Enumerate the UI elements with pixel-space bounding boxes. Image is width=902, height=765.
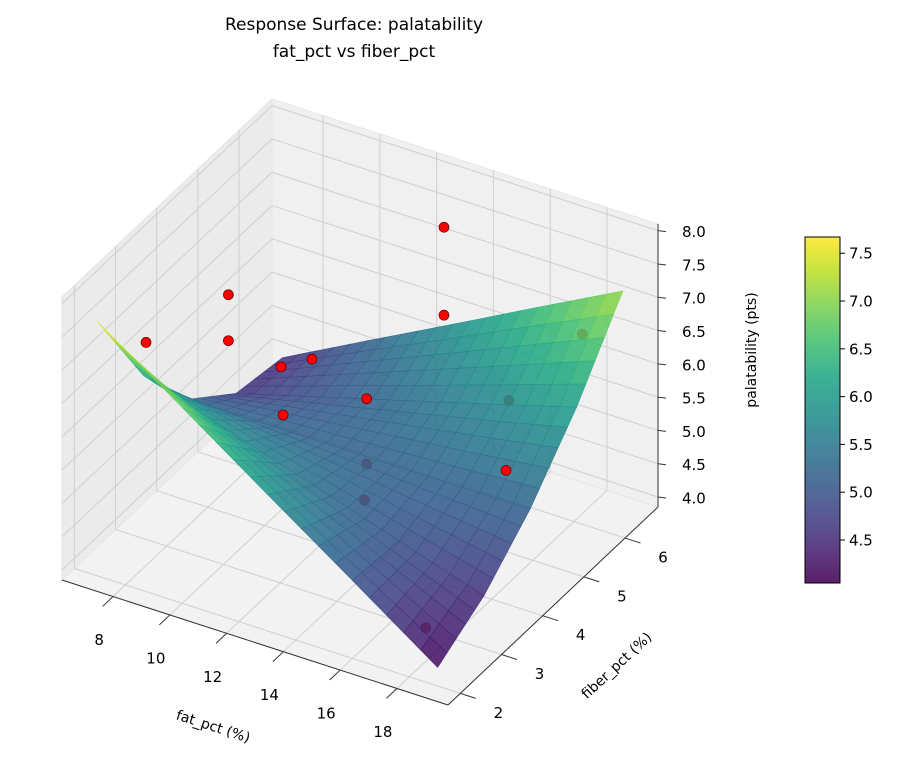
y-tick-label: 6 xyxy=(658,549,668,567)
x-tick-label: 14 xyxy=(260,686,279,704)
grid-line xyxy=(61,238,273,438)
y-tick xyxy=(542,615,559,622)
colorbar-tick-label: 5.5 xyxy=(849,436,873,454)
colorbar-tick-label: 6.0 xyxy=(849,388,873,406)
y-tick xyxy=(624,537,641,544)
x-tick xyxy=(272,651,284,662)
x-tick xyxy=(329,669,341,681)
x-tick xyxy=(102,596,114,607)
data-point xyxy=(223,335,234,347)
y-tick-label: 5 xyxy=(617,587,627,605)
y-tick xyxy=(460,692,476,699)
z-tick-label: 6.5 xyxy=(682,323,706,341)
y-tick xyxy=(583,576,600,583)
z-tick xyxy=(657,396,667,399)
axes: 8 10 12 14 16 18 2 3 4 5 6 4.0 4.5 5.0 5.5 6.0 6.5 7.0 7.5… xyxy=(61,223,706,741)
grid-line xyxy=(271,105,659,232)
z-tick xyxy=(657,429,667,432)
y-axis-line xyxy=(447,506,659,706)
z-tick-label: 7.5 xyxy=(682,256,706,274)
colorbar-tick-label: 7.5 xyxy=(849,245,873,263)
points-above xyxy=(140,221,512,476)
grid-line xyxy=(61,271,273,471)
z-tick xyxy=(657,363,667,366)
grid-line xyxy=(61,305,273,504)
x-tick xyxy=(386,688,398,699)
x-tick xyxy=(215,632,227,644)
grid-line xyxy=(61,138,273,338)
z-tick-label: 6.0 xyxy=(682,356,706,374)
z-tick xyxy=(657,463,667,466)
y-tick-label: 2 xyxy=(494,704,504,722)
z-tick-label: 5.0 xyxy=(682,423,706,441)
z-tick xyxy=(657,230,667,233)
colorbar-tick-label: 5.0 xyxy=(849,484,873,502)
z-tick-label: 4.0 xyxy=(682,490,706,508)
colorbar-tick-label: 4.5 xyxy=(849,531,873,549)
colorbar-tick-label: 6.5 xyxy=(849,340,873,358)
y-tick-label: 3 xyxy=(535,665,545,683)
data-point xyxy=(140,337,152,348)
data-point xyxy=(306,353,318,365)
grid-line xyxy=(74,567,461,694)
data-point xyxy=(438,309,450,321)
x-axis-label: fat_pct (%) xyxy=(174,708,252,747)
surface-patch xyxy=(420,636,448,668)
y-tick-label: 4 xyxy=(576,626,586,644)
colorbar-gradient xyxy=(804,236,841,584)
x-tick-label: 8 xyxy=(94,631,104,649)
grid-line xyxy=(61,338,273,538)
grid-line xyxy=(61,105,273,305)
surface xyxy=(96,290,624,668)
z-tick-label: 8.0 xyxy=(682,223,706,241)
x-tick-label: 10 xyxy=(146,649,165,667)
grid-line xyxy=(61,171,273,371)
data-point xyxy=(500,465,512,476)
z-tick xyxy=(657,296,667,299)
z-tick-label: 5.5 xyxy=(682,390,706,408)
z-tick-label: 4.5 xyxy=(682,456,706,474)
grid-line xyxy=(61,205,273,404)
data-point xyxy=(275,361,287,373)
y-axis-label: fiber_pct (%) xyxy=(579,630,656,703)
x-tick-label: 16 xyxy=(317,705,336,723)
colorbar: 4.5 5.0 5.5 6.0 6.5 7.0 7.5 xyxy=(804,236,873,584)
z-axis-label: palatability (pts) xyxy=(744,292,760,407)
colorbar-tick-label: 7.0 xyxy=(849,293,873,311)
data-point xyxy=(438,221,450,233)
grid-line xyxy=(271,171,659,298)
x-tick xyxy=(159,614,171,626)
data-point xyxy=(361,393,372,405)
x-tick-label: 12 xyxy=(203,668,222,686)
z-tick xyxy=(657,496,667,499)
z-tick xyxy=(657,330,667,333)
z-tick-label: 7.0 xyxy=(682,290,706,308)
data-point xyxy=(223,289,234,301)
data-point xyxy=(277,409,289,421)
y-tick xyxy=(501,654,518,661)
chart-subtitle: fat_pct vs fiber_pct xyxy=(273,42,436,62)
x-tick-label: 18 xyxy=(373,723,392,741)
x-axis-line xyxy=(61,579,449,706)
grid-line xyxy=(271,138,659,265)
chart-title: Response Surface: palatability xyxy=(225,15,483,35)
z-tick xyxy=(657,263,667,266)
